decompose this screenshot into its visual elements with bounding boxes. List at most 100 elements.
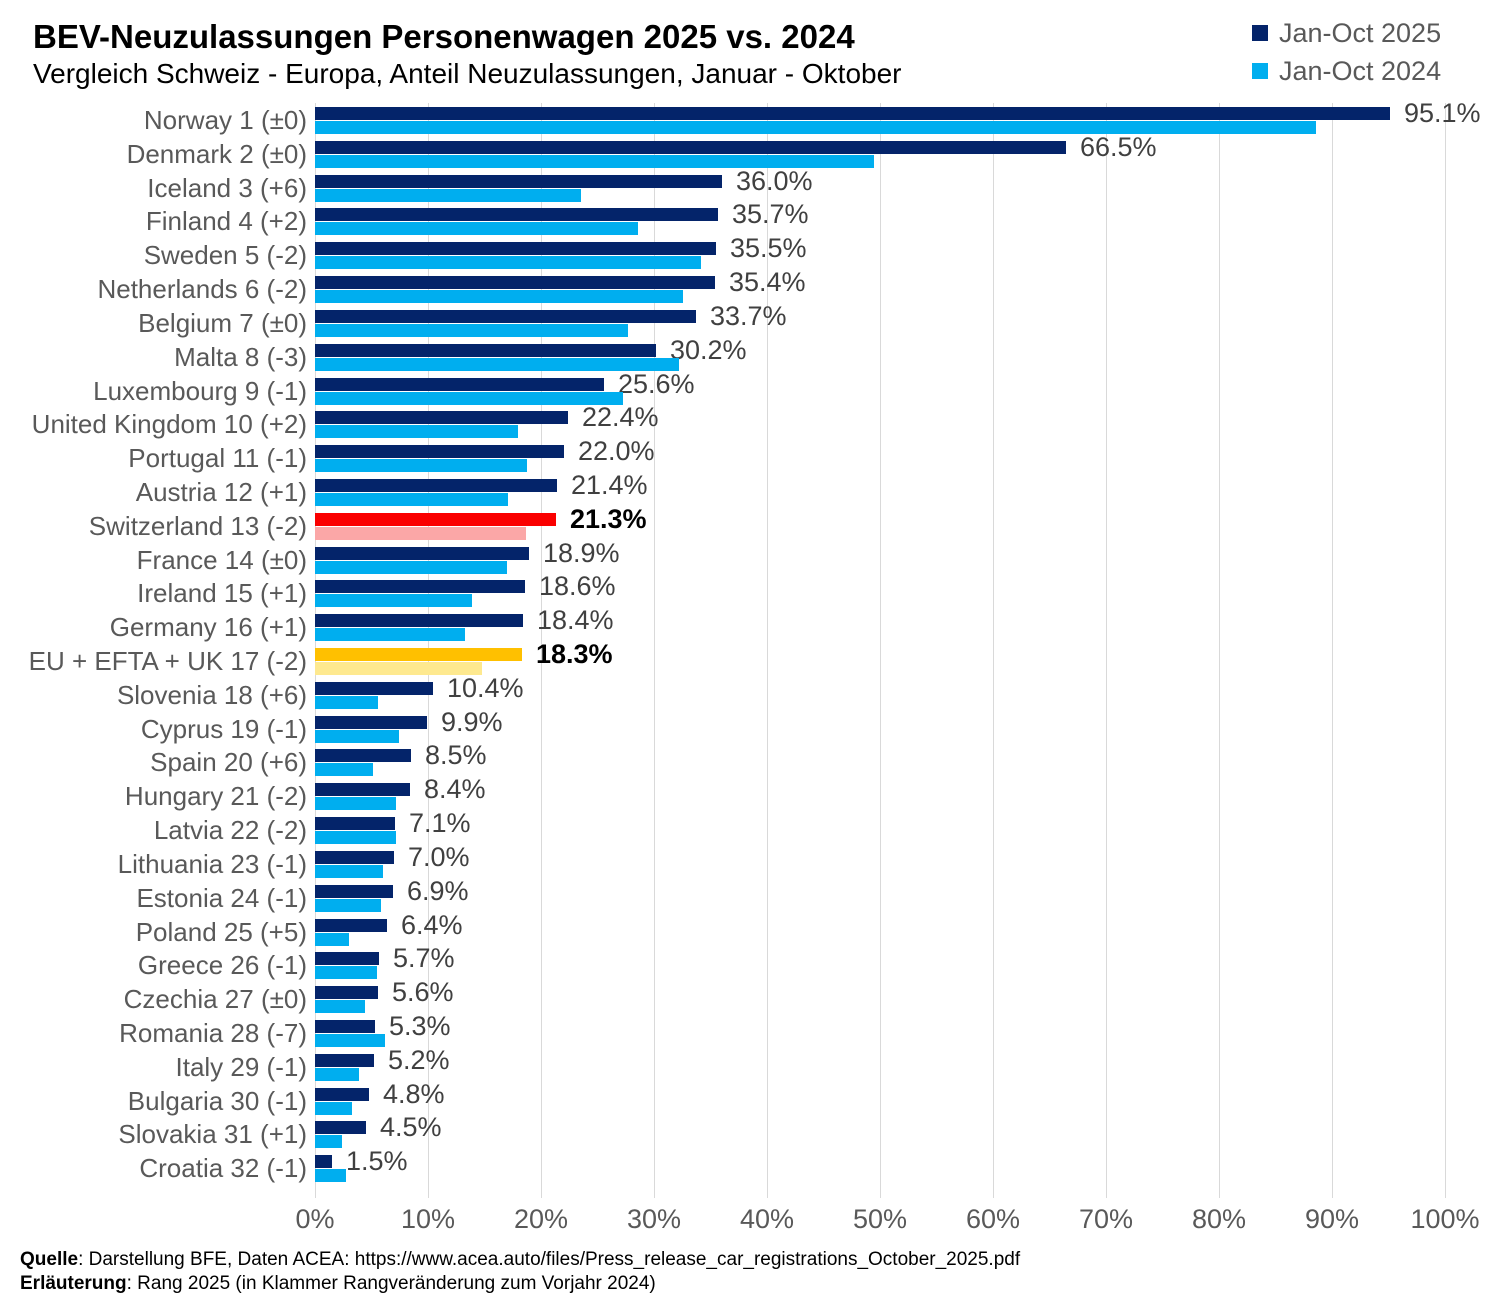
- category-label: Romania 28 (-7): [119, 1018, 307, 1048]
- value-label: 35.7%: [732, 198, 809, 229]
- bar-jan-oct-2024: [315, 730, 399, 743]
- category-label: Finland 4 (+2): [145, 206, 307, 236]
- value-label: 22.0%: [578, 435, 655, 466]
- bar-jan-oct-2025: 95.1%: [315, 97, 1481, 127]
- chart-title: BEV-Neuzulassungen Personenwagen 2025 vs…: [33, 18, 855, 55]
- bar-jan-oct-2024: [315, 155, 874, 168]
- bar-jan-oct-2024: [315, 561, 507, 574]
- bar-jan-oct-2024: [315, 831, 396, 844]
- bar-jan-oct-2025: 22.4%: [315, 401, 659, 431]
- legend-label-2024: Jan-Oct 2024: [1279, 55, 1442, 86]
- bar-jan-oct-2025: 10.4%: [315, 672, 524, 702]
- category-label: Slovenia 18 (+6): [116, 680, 307, 710]
- plot-area: Norway 1 (±0) 95.1% Denmark 2 (±0) 66.5% Ice…: [29, 97, 1481, 1198]
- value-label: 35.4%: [729, 266, 806, 297]
- category-label: Czechia 27 (±0): [123, 984, 307, 1014]
- legend-swatch-2025: [1252, 25, 1268, 41]
- bar-jan-oct-2025: 9.9%: [315, 706, 503, 736]
- bar-jan-oct-2024: [315, 1068, 359, 1081]
- bar-jan-oct-2025: 7.0%: [315, 841, 470, 871]
- chart-row: Cyprus 19 (-1) 9.9%: [141, 706, 1445, 746]
- bar-jan-oct-2025: 21.3%: [315, 503, 647, 533]
- category-label: Cyprus 19 (-1): [140, 714, 307, 744]
- explanation-note: Erläuterung: Rang 2025 (in Klammer Rangv…: [20, 1273, 656, 1295]
- value-label: 18.6%: [539, 570, 616, 601]
- bar-jan-oct-2025: 66.5%: [315, 131, 1157, 161]
- bar-jan-oct-2024: [315, 256, 701, 269]
- value-label: 33.7%: [710, 300, 787, 331]
- bar-jan-oct-2024: [315, 696, 378, 709]
- bar-jan-oct-2025: 5.2%: [315, 1044, 450, 1074]
- bar-jan-oct-2024: [315, 594, 472, 607]
- bar-jan-oct-2025: 5.3%: [315, 1010, 451, 1040]
- value-label: 35.5%: [730, 232, 807, 263]
- bar-jan-oct-2024: [315, 1034, 385, 1047]
- value-label: 5.3%: [389, 1010, 451, 1041]
- bar-jan-oct-2025: 18.3%: [315, 638, 613, 668]
- bar-jan-oct-2025: 4.5%: [315, 1111, 442, 1141]
- value-label: 6.4%: [401, 909, 463, 940]
- value-label: 4.8%: [383, 1078, 445, 1109]
- category-label: Ireland 15 (+1): [137, 578, 307, 608]
- value-label: 7.1%: [409, 807, 471, 838]
- bar-jan-oct-2025: 8.5%: [315, 739, 487, 769]
- chart-row: Slovakia 31 (+1) 4.5%: [118, 1111, 1445, 1151]
- category-label: Latvia 22 (-2): [153, 815, 307, 845]
- bar-jan-oct-2025: 18.4%: [315, 604, 614, 634]
- bar-jan-oct-2025: 1.5%: [315, 1145, 408, 1175]
- x-tick-label: 10%: [400, 1204, 456, 1234]
- value-label: 4.5%: [380, 1111, 442, 1142]
- bar-jan-oct-2024: [315, 459, 527, 472]
- bar-jan-oct-2024: [315, 392, 623, 405]
- chart-row: Bulgaria 30 (-1) 4.8%: [128, 1078, 1445, 1118]
- bar-jan-oct-2024: [315, 1169, 346, 1182]
- chart-subtitle: Vergleich Schweiz - Europa, Anteil Neuzu…: [33, 58, 902, 89]
- x-tick-label: 40%: [739, 1204, 795, 1234]
- chart-row: Sweden 5 (-2) 35.5%: [144, 232, 1445, 272]
- value-label: 6.9%: [407, 875, 469, 906]
- category-label: Croatia 32 (-1): [139, 1153, 307, 1183]
- bar-jan-oct-2025: 8.4%: [315, 773, 486, 803]
- category-label: EU + EFTA + UK 17 (-2): [28, 646, 307, 676]
- bar-jan-oct-2024: [315, 966, 377, 979]
- bar-jan-oct-2024: [315, 933, 349, 946]
- chart-row: Germany 16 (+1) 18.4%: [110, 604, 1445, 644]
- bar-jan-oct-2024: [315, 527, 526, 540]
- x-tick-label: 50%: [852, 1204, 908, 1234]
- chart-row: Greece 26 (-1) 5.7%: [138, 942, 1445, 982]
- bar-jan-oct-2024: [315, 290, 683, 303]
- bar-jan-oct-2025: 18.6%: [315, 570, 616, 600]
- x-tick-label: 80%: [1191, 1204, 1247, 1234]
- bar-jan-oct-2025: 30.2%: [315, 334, 747, 364]
- x-tick-label: 30%: [626, 1204, 682, 1234]
- category-label: Luxembourg 9 (-1): [93, 376, 307, 406]
- value-label: 9.9%: [441, 706, 503, 737]
- gridline: [767, 103, 768, 1198]
- category-label: Germany 16 (+1): [109, 612, 307, 642]
- chart-row: Italy 29 (-1) 5.2%: [176, 1044, 1445, 1084]
- legend-label-2025: Jan-Oct 2025: [1279, 17, 1442, 48]
- chart-row: Czechia 27 (±0) 5.6%: [124, 976, 1445, 1016]
- chart-row: Latvia 22 (-2) 7.1%: [154, 807, 1445, 847]
- category-label: Spain 20 (+6): [150, 747, 307, 777]
- gridline: [1106, 103, 1107, 1198]
- chart-row: Poland 25 (+5) 6.4%: [136, 909, 1445, 949]
- category-label: Hungary 21 (-2): [124, 781, 307, 811]
- bar-jan-oct-2024: [315, 189, 581, 202]
- value-label: 21.4%: [571, 469, 648, 500]
- source-label: Quelle: [20, 1249, 79, 1270]
- gridline: [654, 103, 655, 1198]
- value-label: 7.0%: [408, 841, 470, 872]
- legend-item-2024: Jan-Oct 2024: [1252, 52, 1441, 90]
- chart-row: Croatia 32 (-1) 1.5%: [139, 1145, 1445, 1185]
- category-label: Bulgaria 30 (-1): [127, 1086, 307, 1116]
- value-label: 21.3%: [570, 503, 647, 534]
- bar-jan-oct-2025: 6.4%: [315, 909, 463, 939]
- legend-item-2025: Jan-Oct 2025: [1252, 14, 1441, 52]
- explanation-label: Erläuterung: [20, 1273, 127, 1294]
- value-label: 10.4%: [447, 672, 524, 703]
- bar-jan-oct-2024: [315, 425, 518, 438]
- bar-jan-oct-2025: 36.0%: [315, 165, 813, 195]
- value-label: 18.3%: [536, 638, 613, 669]
- bar-jan-oct-2025: 35.5%: [315, 232, 807, 262]
